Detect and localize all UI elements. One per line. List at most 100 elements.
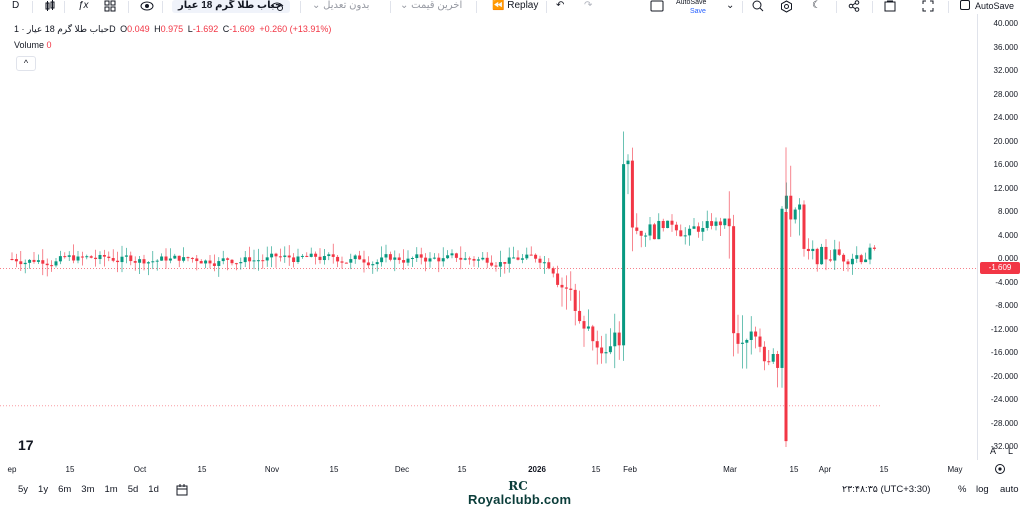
- candle-body: [740, 342, 744, 344]
- price-type-label: آخرین قیمت: [411, 0, 463, 11]
- candle-body: [76, 256, 80, 261]
- log-scale-button[interactable]: L: [1008, 446, 1014, 456]
- range-button-3m[interactable]: 3m: [81, 484, 95, 495]
- fullscreen-icon[interactable]: [922, 0, 934, 13]
- log-toggle[interactable]: log: [976, 484, 989, 495]
- redo-icon[interactable]: ↷: [584, 0, 593, 11]
- time-tick-label: 15: [879, 465, 889, 474]
- eye-icon[interactable]: [140, 0, 154, 13]
- candle-body: [283, 255, 287, 257]
- candle-body: [846, 261, 850, 265]
- candle-body: [195, 258, 199, 262]
- candle-body: [67, 255, 71, 257]
- candle-body: [679, 230, 683, 237]
- candle-body: [564, 287, 568, 289]
- candle-body: [736, 333, 740, 344]
- candle-body: [32, 259, 36, 262]
- moon-icon[interactable]: ☾: [812, 0, 821, 11]
- interval-button[interactable]: D: [12, 0, 20, 11]
- autosave-checkbox[interactable]: [960, 0, 970, 13]
- calendar-icon[interactable]: [176, 484, 189, 497]
- volume-label: Volume: [14, 40, 45, 50]
- top-toolbar: D ƒx حباب طلا گرم 18 عیار ⌄ بدون تعدیل ⌄…: [0, 0, 1024, 15]
- replay-button[interactable]: ⏪ Replay: [492, 0, 538, 14]
- candle-body: [336, 256, 340, 262]
- candle-body: [182, 257, 186, 261]
- candle-body: [265, 257, 269, 261]
- candle-body: [133, 261, 137, 263]
- legend-title: حباب طلا گرم 18 عیار · 1D: [14, 24, 116, 34]
- undo-icon[interactable]: ↶: [556, 0, 565, 11]
- volume-value: 0: [46, 40, 52, 50]
- candle-body: [454, 253, 458, 258]
- range-button-1m[interactable]: 1m: [104, 484, 118, 495]
- candle-body: [705, 221, 709, 228]
- candle-body: [776, 354, 780, 368]
- candle-body: [204, 260, 208, 264]
- range-button-6m[interactable]: 6m: [58, 484, 72, 495]
- legend-change: +0.260 (+13.91%): [259, 24, 332, 34]
- candle-body: [771, 354, 775, 362]
- settings-icon[interactable]: [780, 0, 793, 13]
- symbol-search[interactable]: [172, 0, 290, 13]
- settings-icon[interactable]: [994, 463, 1006, 476]
- candle-body: [415, 254, 419, 259]
- candle-body: [547, 262, 551, 269]
- candle-body: [824, 246, 828, 260]
- candle-body: [94, 257, 98, 260]
- legend-high: 0.975: [160, 24, 184, 34]
- candle-body: [63, 256, 67, 258]
- candle-body: [226, 258, 230, 260]
- time-tick-label: 15: [457, 465, 467, 474]
- chevron-down-icon: ⌄: [312, 0, 321, 11]
- candle-body: [855, 255, 859, 259]
- auto-toggle[interactable]: auto: [1000, 484, 1019, 495]
- price-tick-label: 16.000: [993, 160, 1018, 169]
- tradingview-logo[interactable]: 17: [18, 437, 34, 453]
- candle-body: [450, 253, 454, 256]
- price-tick-label: 32.000: [993, 66, 1018, 75]
- candle-body: [762, 346, 766, 362]
- percent-toggle[interactable]: %: [958, 484, 967, 495]
- layout-icon[interactable]: [650, 0, 664, 13]
- candle-body: [287, 255, 291, 258]
- candle-body: [173, 255, 177, 259]
- range-button-5d[interactable]: 5d: [127, 484, 139, 495]
- collapse-legend-button[interactable]: ^: [16, 56, 36, 71]
- templates-icon[interactable]: [104, 0, 116, 13]
- candles-icon[interactable]: [44, 0, 56, 13]
- candle-body: [534, 254, 538, 259]
- candle-body: [666, 220, 670, 229]
- snapshot-icon[interactable]: [884, 0, 896, 13]
- chevron-down-icon[interactable]: ⌄: [726, 0, 735, 11]
- candle-body: [199, 261, 203, 264]
- range-button-1y[interactable]: 1y: [38, 484, 49, 495]
- candle-body: [322, 256, 326, 261]
- candle-body: [833, 249, 837, 261]
- autosave-sub[interactable]: Save: [690, 8, 706, 15]
- candle-body: [644, 235, 648, 237]
- range-button-1d[interactable]: 1d: [148, 484, 159, 495]
- adjustment-dropdown[interactable]: ⌄ بدون تعدیل: [312, 0, 369, 14]
- share-icon[interactable]: [848, 0, 860, 13]
- candle-body: [652, 224, 656, 240]
- auto-scale-button[interactable]: A: [990, 446, 997, 456]
- candle-body: [155, 260, 159, 262]
- symbol-name[interactable]: حباب طلا گرم 18 عیار: [178, 0, 283, 11]
- legend-o-label: O: [120, 24, 128, 34]
- candle-body: [582, 321, 586, 329]
- chart-pane[interactable]: [0, 14, 978, 460]
- candle-body: [98, 255, 102, 260]
- indicators-icon[interactable]: ƒx: [78, 0, 89, 11]
- price-type-dropdown[interactable]: ⌄ آخرین قیمت: [400, 0, 462, 14]
- candle-body: [828, 259, 832, 261]
- candle-body: [604, 352, 608, 354]
- range-button-5y[interactable]: 5y: [18, 484, 29, 495]
- clock[interactable]: ۲۳:۴۸:۳۵ (UTC+3:30): [842, 484, 931, 495]
- candle-body: [551, 268, 555, 274]
- quick-search-icon[interactable]: [752, 0, 764, 13]
- compare-icon[interactable]: [270, 0, 284, 13]
- candle-body: [600, 347, 604, 354]
- candle-body: [872, 247, 876, 249]
- site-watermark: RC Royalclubb.com: [468, 480, 571, 507]
